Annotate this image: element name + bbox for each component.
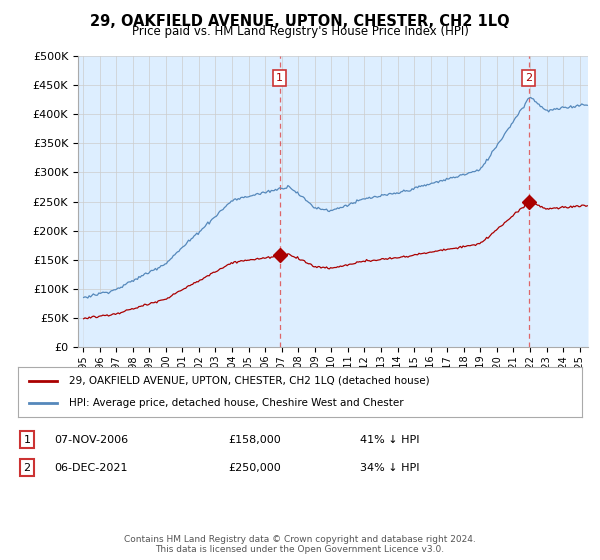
Text: 2: 2 bbox=[23, 463, 31, 473]
Text: 06-DEC-2021: 06-DEC-2021 bbox=[54, 463, 128, 473]
Text: 2: 2 bbox=[525, 73, 532, 83]
Text: 1: 1 bbox=[23, 435, 31, 445]
Text: 29, OAKFIELD AVENUE, UPTON, CHESTER, CH2 1LQ (detached house): 29, OAKFIELD AVENUE, UPTON, CHESTER, CH2… bbox=[69, 376, 430, 386]
Text: 29, OAKFIELD AVENUE, UPTON, CHESTER, CH2 1LQ: 29, OAKFIELD AVENUE, UPTON, CHESTER, CH2… bbox=[90, 14, 510, 29]
Text: Contains HM Land Registry data © Crown copyright and database right 2024.
This d: Contains HM Land Registry data © Crown c… bbox=[124, 535, 476, 554]
Text: 1: 1 bbox=[276, 73, 283, 83]
Text: 07-NOV-2006: 07-NOV-2006 bbox=[54, 435, 128, 445]
Text: £158,000: £158,000 bbox=[228, 435, 281, 445]
Text: 41% ↓ HPI: 41% ↓ HPI bbox=[360, 435, 419, 445]
Text: HPI: Average price, detached house, Cheshire West and Chester: HPI: Average price, detached house, Ches… bbox=[69, 398, 403, 408]
Text: 34% ↓ HPI: 34% ↓ HPI bbox=[360, 463, 419, 473]
Text: Price paid vs. HM Land Registry's House Price Index (HPI): Price paid vs. HM Land Registry's House … bbox=[131, 25, 469, 38]
Text: £250,000: £250,000 bbox=[228, 463, 281, 473]
